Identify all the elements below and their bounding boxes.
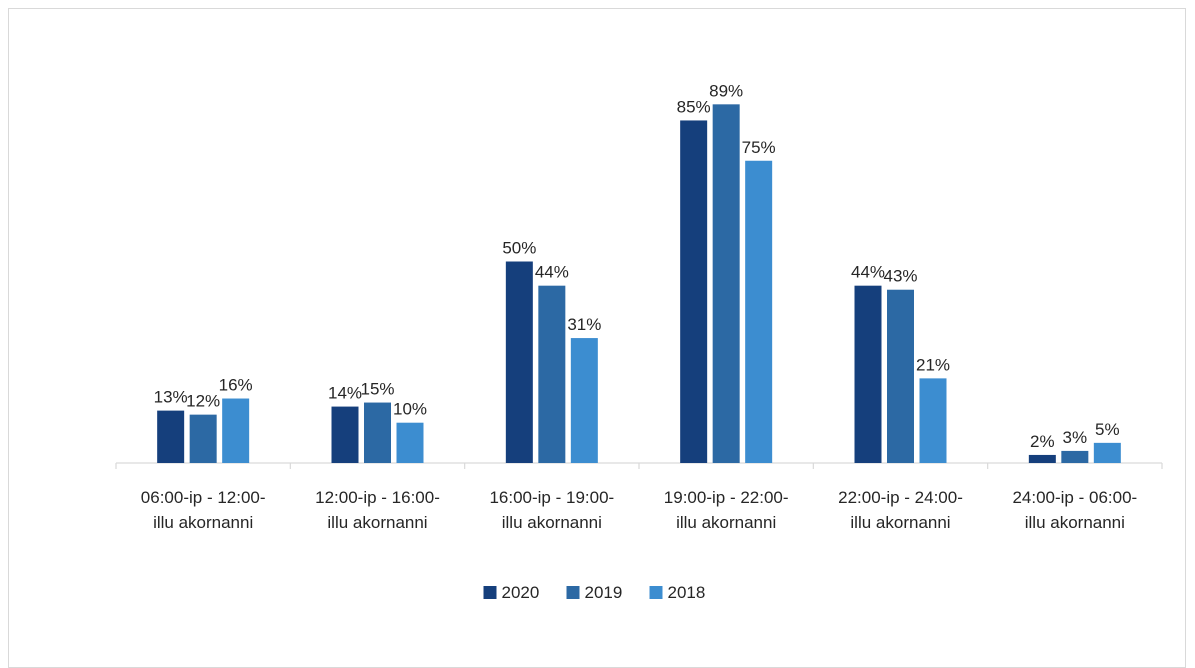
bar-2018-2 (570, 338, 598, 463)
legend-swatch-2020 (483, 586, 497, 599)
data-label-2019-2: 44% (535, 263, 569, 282)
category-label-0-line-1: illu akornanni (153, 513, 253, 532)
bar-2020-4 (854, 285, 882, 463)
bar-2020-3 (680, 120, 708, 463)
bar-2018-0 (222, 398, 250, 463)
data-label-2019-5: 3% (1063, 428, 1088, 447)
chart-root: 13% 12% 16% 06:00-ip - 12:00- illu akornanni… (8, 8, 1186, 668)
data-label-2018-2: 31% (567, 315, 601, 334)
category-label-2-line-1: illu akornanni (502, 513, 602, 532)
bar-2020-5 (1028, 454, 1056, 463)
bar-chart: 13%12%16% 06:00-ip - 12:00- illu akornanni… (115, 81, 1163, 602)
bar-2018-3 (745, 160, 773, 463)
data-label-2020-3: 85% (677, 97, 711, 116)
bar-2020-1 (331, 406, 359, 463)
category-label-2-line-0: 16:00-ip - 19:00- (489, 488, 614, 507)
data-label-2019-1: 15% (360, 380, 394, 399)
bar-2020-0 (157, 410, 185, 463)
data-label-2020-5: 2% (1030, 432, 1055, 451)
legend-label-2019: 2019 (585, 583, 623, 602)
data-label-2019-3: 89% (709, 81, 743, 100)
bar-2018-4 (919, 378, 947, 463)
category-label-1-line-1: illu akornanni (327, 513, 427, 532)
legend-label-2018: 2018 (668, 583, 706, 602)
category-label-5-line-0: 24:00-ip - 06:00- (1012, 488, 1137, 507)
data-label-2019-0: 12% (186, 392, 220, 411)
data-label-2020-1: 14% (328, 384, 362, 403)
category-label-0-line-0: 06:00-ip - 12:00- (141, 488, 266, 507)
data-label-2019-4: 43% (883, 267, 917, 286)
data-label-2020-2: 50% (502, 239, 536, 258)
data-label-2018-4: 21% (916, 355, 950, 374)
data-label-2020-0: 13% (154, 388, 188, 407)
data-label-2018-1: 10% (393, 400, 427, 419)
bar-2019-2 (538, 285, 566, 463)
bar-2020-2 (505, 261, 533, 463)
category-label-3-line-1: illu akornanni (676, 513, 776, 532)
data-label-2018-0: 16% (219, 376, 253, 395)
bar-2019-5 (1061, 450, 1089, 463)
bar-2019-0 (189, 414, 217, 463)
bar-2019-4 (887, 289, 914, 463)
data-label-2018-5: 5% (1095, 420, 1120, 439)
bar-2019-1 (364, 402, 391, 463)
legend-swatch-2019 (566, 586, 580, 599)
legend-label-2020: 2020 (502, 583, 540, 602)
category-label-4-line-1: illu akornanni (850, 513, 950, 532)
bar-2018-1 (396, 422, 424, 463)
category-label-1-line-0: 12:00-ip - 16:00- (315, 488, 440, 507)
bar-2018-5 (1093, 442, 1121, 463)
category-label-4-line-0: 22:00-ip - 24:00- (838, 488, 963, 507)
category-label-5-line-1: illu akornanni (1025, 513, 1125, 532)
data-label-2018-3: 75% (742, 138, 776, 157)
legend-swatch-2018 (649, 586, 663, 599)
data-label-2020-4: 44% (851, 263, 885, 282)
bar-2019-3 (712, 104, 740, 463)
category-label-3-line-0: 19:00-ip - 22:00- (664, 488, 789, 507)
